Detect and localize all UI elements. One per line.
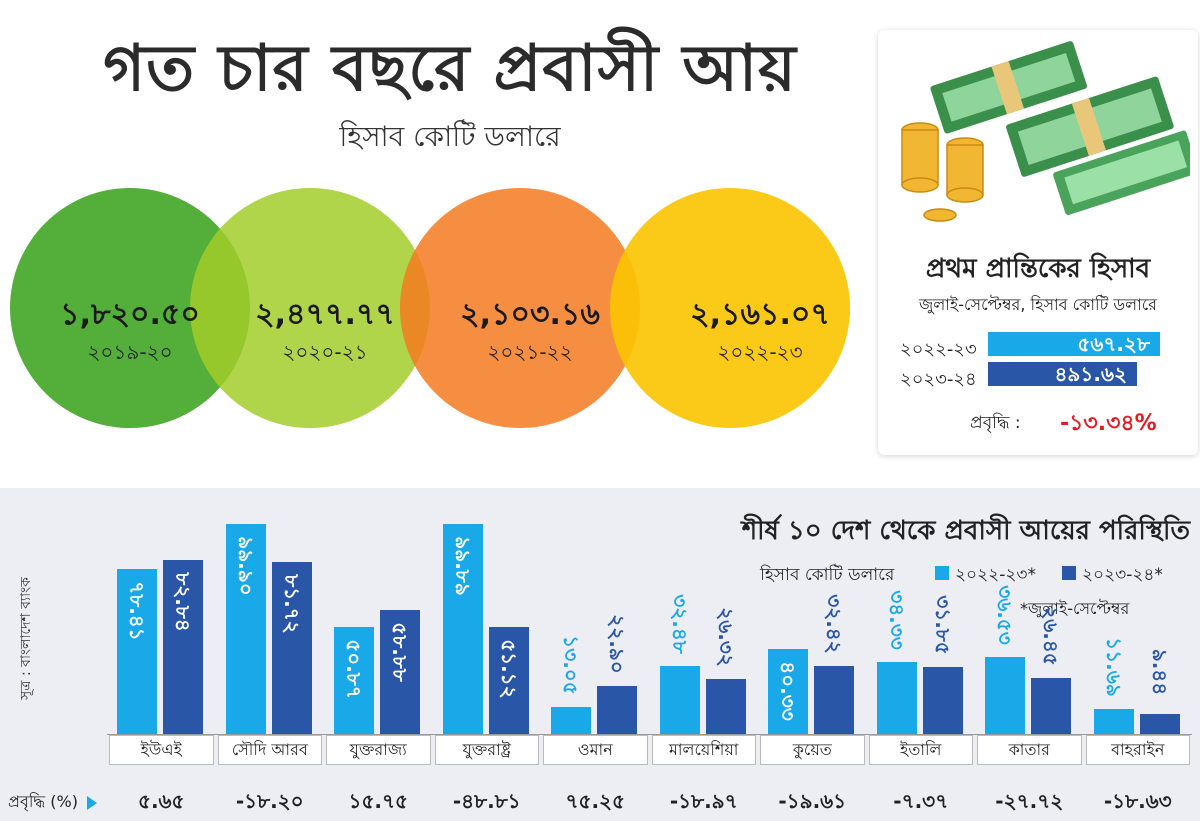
category-label-1: সৌদি আরব: [217, 735, 322, 765]
source-credit: সূত্র : বাংলাদেশ ব্যাংক: [18, 577, 34, 700]
growth-value-7: -৭.৩৭: [893, 789, 949, 813]
growth-value-0: ৫.৬৫: [137, 789, 185, 813]
category-label-3: যুক্তরাষ্ট্র: [434, 735, 539, 765]
bar-2023-24-1: [271, 562, 312, 734]
circle-value-2019-20: ১,৮২০.৫০: [60, 297, 200, 332]
growth-value-3: -৪৮.৮১: [452, 789, 521, 813]
legend-swatch-2023-24: [1062, 566, 1076, 580]
bar-label-2023-24-8: ২৬.৪৫: [1039, 606, 1063, 666]
bar-label-2022-23-5: ৩২.৪৮: [667, 594, 692, 654]
category-label-0: ইউএই: [109, 735, 214, 765]
quarter-title: প্রথম প্রান্তিকের হিসাব: [925, 254, 1151, 284]
circle-2020-21: [190, 188, 430, 428]
category-label-8: কাতার: [977, 735, 1082, 765]
bar-2023-24-8: [1031, 678, 1071, 734]
category-label-7: ইতালি: [868, 735, 973, 765]
bar-2022-23-0: [117, 569, 157, 734]
circle-value-2021-22: ২,১০৩.১৬: [460, 297, 600, 332]
circle-value-2022-23: ২,১৬১.০৭: [690, 297, 830, 332]
main-subtitle: হিসাব কোটি ডলারে: [339, 120, 561, 153]
growth-value-1: -১৮.২০: [235, 789, 304, 813]
circle-year-2020-21: ২০২০-২১: [282, 340, 368, 364]
growth-value-8: -২৭.৭২: [995, 789, 1064, 813]
bar-2023-24-9: [1139, 714, 1180, 734]
bar-2022-23-6: [768, 649, 808, 734]
bar-2022-23-2: [334, 627, 374, 734]
country-chart-unit: হিসাব কোটি ডলারে: [760, 565, 895, 585]
circle-year-2021-22: ২০২১-২২: [487, 340, 573, 364]
circle-2019-20: [10, 188, 250, 428]
annual-circles: [10, 188, 850, 428]
circle-year-2022-23: ২০২২-২৩: [717, 340, 803, 364]
circle-value-2020-21: ২,৪৭৭.৭৭: [255, 297, 395, 332]
bar-2022-23-4: [551, 707, 591, 734]
quarter-year-2022-23: ২০২২-২৩: [900, 339, 977, 360]
quarter-growth-label: প্রবৃদ্ধি :: [970, 413, 1021, 433]
circle-2021-22: [400, 188, 640, 428]
growth-value-9: -১৮.৬৩: [1103, 789, 1172, 813]
bar-2023-24-3: [488, 627, 529, 734]
bar-label-2022-23-4: ১৩.০৫: [559, 635, 583, 695]
bar-2022-23-5: [659, 666, 700, 734]
bar-2023-24-4: [597, 686, 637, 734]
growth-arrow-icon: [87, 795, 98, 810]
growth-row-label: প্রবৃদ্ধি (%): [8, 789, 98, 816]
bar-2022-23-3: [442, 524, 483, 734]
bar-label-2022-23-0: ৭৮.৪১: [125, 581, 149, 641]
bar-2022-23-9: [1093, 709, 1134, 734]
bar-label-2022-23-9: ১১.৬৯: [1101, 637, 1126, 697]
bar-label-2023-24-2: ৫৮.৮৮: [388, 622, 412, 682]
bar-label-2023-24-5: ২৬.৩২: [713, 607, 738, 667]
bar-2022-23-1: [225, 524, 266, 734]
quarter-growth-value: -১৩.৩৪%: [1060, 411, 1157, 436]
category-label-6: কুয়েত: [760, 735, 865, 765]
bar-2022-23-8: [985, 657, 1025, 734]
quarter-bar-2022-23: ৫৬৭.২৮: [988, 332, 1160, 356]
bar-label-2023-24-1: ৮১.৭২: [279, 574, 304, 634]
circle-2022-23: [610, 188, 850, 428]
bar-label-2022-23-6: ৪০.৩৩: [776, 661, 800, 721]
bar-label-2023-24-6: ৩২.৪২: [822, 594, 846, 654]
bar-label-2022-23-1: ৯৯.৯০: [233, 536, 258, 596]
growth-value-4: ৭৫.২৫: [565, 789, 626, 813]
category-label-2: যুক্তরাজ্য: [326, 735, 431, 765]
legend-label-2023-24: ২০২৩-২৪*: [1082, 565, 1163, 585]
country-chart-title: শীর্ষ ১০ দেশ থেকে প্রবাসী আয়ের পরিস্থিত…: [741, 516, 1190, 546]
money-illustration-icon: [901, 41, 1190, 222]
growth-value-5: -১৮.৯৭: [669, 789, 738, 813]
bar-label-2023-24-9: ৯.৪৪: [1147, 648, 1172, 696]
growth-row-label-text: প্রবৃদ্ধি (%): [8, 792, 78, 811]
growth-value-2: ১৫.৭৫: [348, 789, 409, 813]
baseline: [107, 734, 1192, 735]
category-label-5: মালয়েশিয়া: [651, 735, 756, 765]
bar-2023-24-5: [705, 679, 746, 734]
main-title: গত চার বছরে প্রবাসী আয়: [103, 32, 797, 106]
quarter-subtitle: জুলাই-সেপ্টেম্বর, হিসাব কোটি ডলারে: [919, 295, 1157, 314]
bar-label-2022-23-3: ৯৯.৮৯: [450, 536, 475, 596]
bar-label-2022-23-8: ৩৬.৫৩: [993, 585, 1017, 645]
bar-label-2022-23-2: ৫০.৮৭: [342, 639, 366, 699]
category-label-9: বাহরাইন: [1085, 735, 1190, 765]
bar-2023-24-6: [814, 666, 854, 734]
quarter-bar-2023-24: ৪৯১.৬২: [988, 362, 1137, 386]
bar-2023-24-2: [380, 610, 420, 734]
bar-2023-24-7: [922, 667, 963, 734]
category-label-4: ওমান: [543, 735, 648, 765]
bar-label-2023-24-4: ২২.৯০: [605, 614, 629, 674]
bar-label-2023-24-3: ৫১.১২: [496, 639, 521, 699]
legend-swatch-2022-23: [935, 566, 949, 580]
bar-2023-24-0: [163, 560, 203, 734]
bar-label-2023-24-0: ৮২.৮৪: [171, 572, 195, 632]
quarter-year-2023-24: ২০২৩-২৪: [900, 369, 977, 390]
bar-label-2022-23-7: ৩৪.৩৩: [884, 590, 909, 650]
country-chart-note: *জুলাই-সেপ্টেম্বর: [1020, 599, 1130, 618]
legend-label-2022-23: ২০২২-২৩*: [955, 565, 1036, 585]
bar-label-2023-24-7: ৩১.৮৫: [930, 595, 955, 655]
growth-value-6: -১৯.৬১: [778, 789, 847, 813]
circle-year-2019-20: ২০১৯-২০: [87, 340, 173, 364]
bar-2022-23-7: [876, 662, 917, 734]
